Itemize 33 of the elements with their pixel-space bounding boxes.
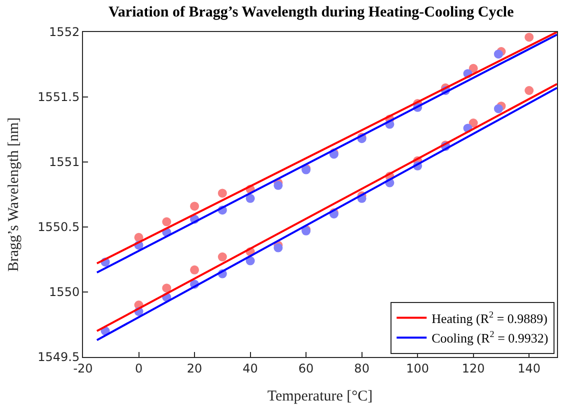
- point: [524, 32, 534, 42]
- y-tick-label: 1552: [49, 25, 80, 40]
- point: [162, 284, 172, 293]
- y-tick-label: 1551.5: [38, 90, 80, 104]
- y-axis-title: Bragg’s Wavelength [nm]: [6, 117, 22, 272]
- point: [494, 104, 503, 114]
- x-tick-label: 40: [242, 361, 258, 376]
- x-tick-label: 100: [406, 361, 430, 376]
- x-tick-label: 20: [186, 361, 202, 376]
- legend-label: Cooling (R$^{2}$ = 0.9932): [432, 329, 548, 346]
- point: [468, 64, 478, 73]
- point: [524, 86, 534, 95]
- x-tick-label: 140: [518, 361, 541, 376]
- point: [494, 50, 503, 59]
- point: [274, 180, 283, 190]
- point: [246, 194, 255, 203]
- point: [468, 118, 478, 128]
- point: [190, 265, 200, 274]
- point: [190, 202, 200, 211]
- y-tick-label: 1550: [49, 285, 80, 300]
- x-tick-label: 80: [354, 361, 370, 376]
- point: [162, 217, 172, 226]
- point: [218, 188, 227, 198]
- chart-title: Variation of Bragg’s Wavelength during Heating-Cooling Cycle: [108, 4, 514, 21]
- x-axis-title: Temperature [°C]: [267, 388, 373, 404]
- x-tick-label: 120: [462, 361, 485, 376]
- y-tick-label: 1551: [49, 155, 80, 170]
- point: [274, 243, 283, 252]
- x-tick-label: 60: [298, 361, 314, 376]
- point: [218, 252, 227, 262]
- y-tick-label: 1550.5: [38, 220, 80, 234]
- x-tick-label: 0: [134, 361, 143, 376]
- legend-label: Heating (R$^{2}$ = 0.9889): [432, 309, 548, 326]
